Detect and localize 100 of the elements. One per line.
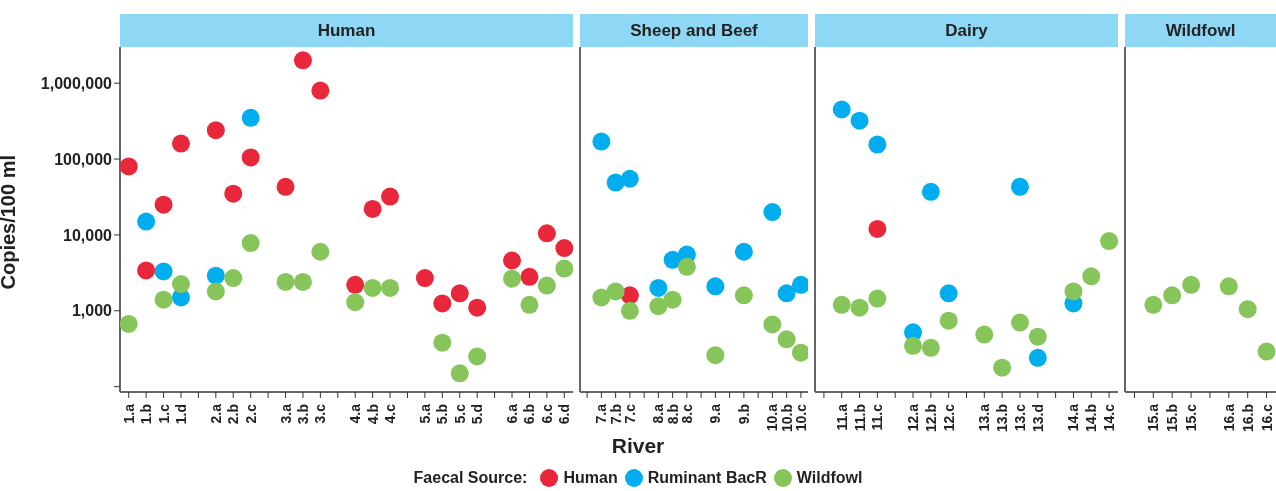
point bbox=[832, 295, 851, 314]
x-tick-label: 9.b bbox=[735, 404, 752, 425]
x-tick-label: 6.d bbox=[556, 404, 573, 425]
point bbox=[311, 81, 330, 100]
x-tick-label: 5.d bbox=[469, 404, 486, 425]
point bbox=[649, 278, 668, 297]
point bbox=[777, 284, 796, 303]
x-tick-label: 4.b bbox=[364, 404, 381, 425]
x-tick-label: 16.a bbox=[1220, 403, 1237, 432]
point bbox=[276, 177, 295, 196]
point bbox=[415, 269, 434, 288]
point bbox=[763, 203, 782, 222]
point bbox=[520, 267, 539, 286]
point bbox=[137, 212, 156, 231]
point bbox=[363, 278, 382, 297]
point bbox=[1163, 286, 1182, 305]
point bbox=[1064, 282, 1083, 301]
point bbox=[537, 276, 556, 295]
point bbox=[868, 135, 887, 154]
x-tick-label: 11.a bbox=[833, 403, 850, 431]
point bbox=[241, 148, 260, 167]
x-tick-label: 15.a bbox=[1145, 403, 1162, 432]
point bbox=[537, 224, 556, 243]
point bbox=[921, 182, 940, 201]
x-tick-label: 11.c bbox=[869, 403, 886, 431]
x-tick-label: 13.a bbox=[976, 403, 993, 432]
point bbox=[171, 275, 190, 294]
point bbox=[206, 266, 225, 285]
point bbox=[921, 338, 940, 357]
point bbox=[468, 298, 487, 317]
point bbox=[832, 100, 851, 119]
legend-title: Faecal Source: bbox=[413, 469, 528, 487]
point bbox=[1028, 327, 1047, 346]
point bbox=[791, 275, 808, 294]
point bbox=[649, 297, 668, 316]
x-tick-label: 12.a bbox=[905, 403, 922, 432]
point bbox=[939, 284, 958, 303]
x-tick-label: 13.c bbox=[1011, 403, 1028, 432]
point bbox=[363, 199, 382, 218]
point bbox=[293, 51, 312, 70]
point bbox=[620, 169, 639, 188]
x-tick-label: 4.c bbox=[382, 403, 399, 424]
x-tick-label: 14.a bbox=[1065, 403, 1082, 432]
point bbox=[868, 219, 887, 238]
point bbox=[206, 282, 225, 301]
x-tick-label: 10.c bbox=[792, 403, 809, 432]
point bbox=[1219, 277, 1238, 296]
point bbox=[1182, 275, 1201, 294]
x-axis-title: River bbox=[610, 434, 666, 458]
point bbox=[346, 275, 365, 294]
point bbox=[503, 251, 522, 270]
point bbox=[1082, 267, 1101, 286]
point bbox=[224, 269, 243, 288]
point bbox=[850, 111, 869, 130]
point bbox=[154, 195, 173, 214]
x-tick-label: 2.a bbox=[207, 403, 224, 424]
x-tick-label: 8.c bbox=[678, 403, 695, 424]
x-tick-label: 9.a bbox=[707, 403, 724, 424]
point bbox=[1100, 232, 1118, 251]
x-tick-label: 12.c bbox=[940, 403, 957, 432]
x-tick-label: 15.c bbox=[1183, 403, 1200, 432]
y-tick-label: 100,000 bbox=[54, 150, 113, 168]
chart-title: Sheep and Beef bbox=[580, 14, 808, 47]
x-tick-label: 8.b bbox=[664, 404, 681, 425]
x-tick-label: 13.b bbox=[994, 404, 1011, 433]
x-tick-label: 14.b bbox=[1083, 404, 1100, 433]
x-tick-label: 3.c bbox=[312, 403, 329, 424]
point bbox=[503, 269, 522, 288]
x-tick-label: 3.b bbox=[294, 404, 311, 425]
x-tick-label: 1.d bbox=[172, 404, 189, 425]
point bbox=[1010, 177, 1029, 196]
point bbox=[154, 290, 173, 309]
y-axis-title: Copies/100 ml bbox=[0, 154, 20, 290]
x-tick-label: 1.b bbox=[138, 404, 155, 425]
point bbox=[276, 272, 295, 291]
point bbox=[663, 290, 682, 309]
x-tick-label: 10.b bbox=[778, 404, 795, 433]
point bbox=[1144, 295, 1163, 314]
legend-label: Human bbox=[563, 469, 618, 487]
point bbox=[120, 157, 138, 176]
point bbox=[868, 289, 887, 308]
x-tick-label: 6.a bbox=[504, 403, 521, 424]
x-tick-label: 16.c bbox=[1258, 403, 1275, 432]
point bbox=[620, 301, 639, 320]
point bbox=[777, 330, 796, 349]
x-tick-label: 5.a bbox=[416, 403, 433, 424]
point bbox=[224, 184, 243, 203]
point bbox=[1238, 300, 1257, 319]
point bbox=[763, 315, 782, 334]
point bbox=[993, 358, 1012, 377]
point bbox=[592, 288, 611, 307]
x-tick-label: 7.a bbox=[593, 403, 610, 424]
x-tick-label: 14.c bbox=[1101, 403, 1118, 432]
y-tick-label: 10,000 bbox=[63, 226, 113, 244]
x-tick-label: 8.a bbox=[650, 403, 667, 424]
chart-title: Wildfowl bbox=[1125, 14, 1276, 47]
y-tick-label: 1,000 bbox=[71, 302, 113, 320]
x-tick-label: 5.c bbox=[451, 403, 468, 424]
point bbox=[171, 134, 190, 153]
point bbox=[120, 314, 138, 333]
